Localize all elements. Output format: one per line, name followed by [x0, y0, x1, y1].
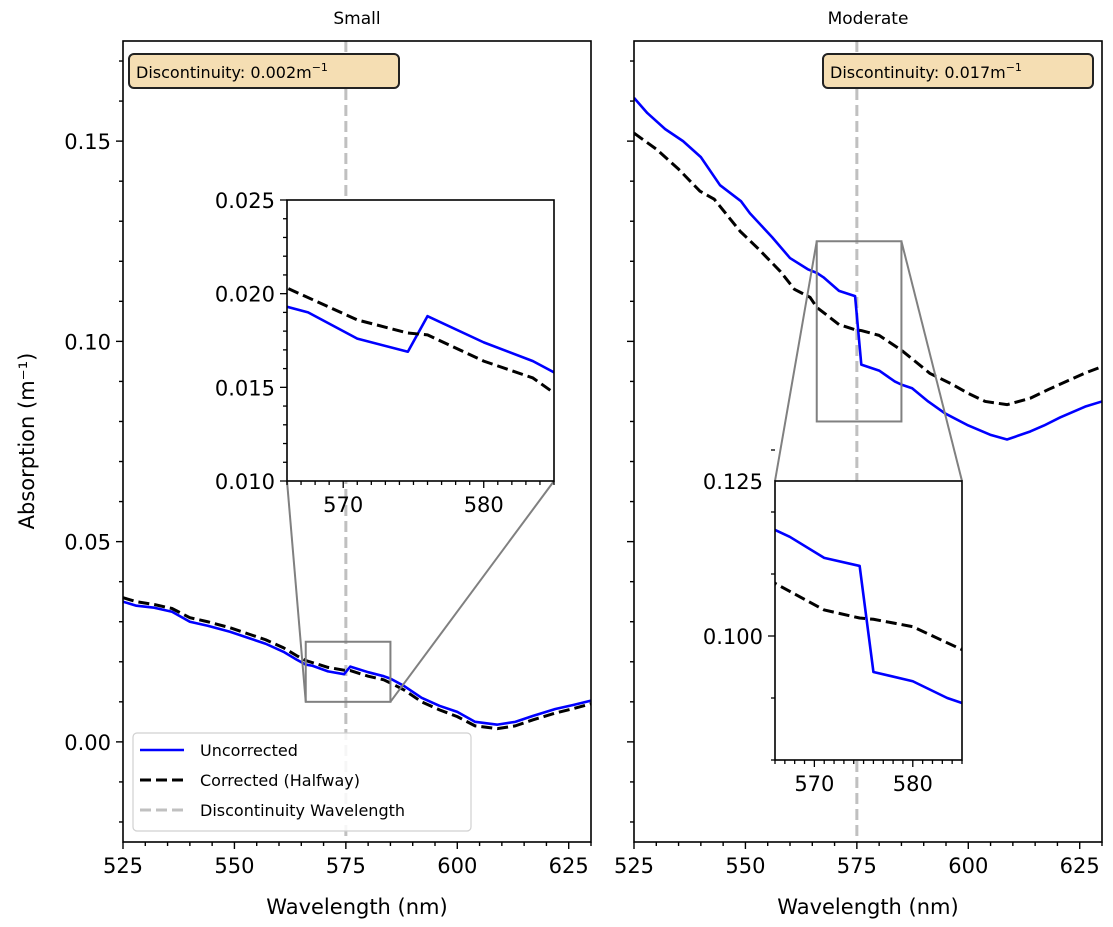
inset-y-tick-label: 0.025	[215, 189, 275, 213]
corrected-line-inset	[775, 581, 962, 652]
y-tick-label: 0.15	[64, 130, 111, 154]
x-tick-label: 575	[326, 854, 366, 878]
corrected-line	[634, 131, 1102, 407]
uncorrected-line-inset	[775, 528, 962, 705]
y-tick-label: 0.05	[64, 531, 111, 555]
corrected-line	[123, 596, 591, 731]
x-tick-label: 600	[437, 854, 477, 878]
x-tick-label: 550	[725, 854, 765, 878]
annotation-box	[822, 53, 1094, 89]
y-axis-label: Absorption (m⁻¹)	[15, 353, 39, 530]
inset-background	[775, 481, 962, 760]
y-tick-label: 0.10	[64, 330, 111, 354]
axes-frame	[122, 40, 592, 843]
legend-item: Corrected (Halfway)	[140, 771, 360, 790]
annotation-box	[128, 53, 400, 89]
legend-label: Discontinuity Wavelength	[200, 801, 405, 820]
y-tick-label: 0.00	[64, 731, 111, 755]
inset-y-tick-label: 0.010	[215, 470, 275, 494]
inset-x-tick-label: 580	[893, 772, 933, 796]
legend: Uncorrected Corrected (Halfway) Discontinu…	[132, 732, 472, 832]
zoom-connector-line	[389, 480, 555, 703]
inset-y-tick-label: 0.015	[215, 376, 275, 400]
inset-y-tick-label: 0.125	[703, 470, 763, 494]
zoom-connector-line	[286, 480, 307, 702]
annotation-text: Discontinuity: 0.002m−1	[136, 61, 328, 82]
legend-box	[132, 732, 472, 832]
axes-frame	[633, 40, 1103, 843]
x-tick-label: 600	[948, 854, 988, 878]
inset-background	[287, 200, 554, 481]
x-tick-label: 525	[614, 854, 654, 878]
inset-y-tick-label: 0.020	[215, 283, 275, 307]
inset-y-tick-label: 0.100	[703, 625, 763, 649]
legend-label: Corrected (Halfway)	[200, 771, 360, 790]
x-axis-label: Wavelength (nm)	[777, 895, 958, 919]
uncorrected-line	[634, 97, 1102, 441]
legend-item: Uncorrected	[140, 741, 298, 760]
panel-title: Moderate	[828, 9, 909, 29]
zoom-connector-line	[774, 241, 818, 482]
legend-item: Discontinuity Wavelength	[140, 801, 405, 820]
legend-label: Uncorrected	[200, 741, 298, 760]
inset-frame	[286, 199, 555, 482]
uncorrected-line	[123, 600, 591, 726]
inset-frame	[774, 480, 963, 761]
discontinuity-annotation: Discontinuity: 0.017m−1	[822, 53, 1094, 89]
panel-moderate: Moderate Wavelength (nm) 525 550 575 600 625…	[614, 9, 1103, 919]
x-tick-label: 625	[549, 854, 589, 878]
inset-x-tick-label: 570	[794, 772, 834, 796]
x-tick-label: 575	[837, 854, 877, 878]
inset-axes: 570 580 0.010 0.015 0.020 0.025	[215, 189, 555, 517]
x-tick-label: 625	[1060, 854, 1100, 878]
discontinuity-annotation: Discontinuity: 0.002m−1	[128, 53, 400, 89]
zoom-region-box	[304, 640, 392, 703]
x-tick-label: 525	[103, 854, 143, 878]
corrected-line-inset	[287, 286, 554, 395]
inset-x-tick-label: 570	[323, 493, 363, 517]
inset-x-tick-label: 580	[464, 493, 504, 517]
zoom-region-box	[815, 240, 903, 423]
inset-axes: 570 580 0.100 0.125	[703, 449, 963, 796]
x-tick-label: 550	[214, 854, 254, 878]
x-axis-label: Wavelength (nm)	[266, 895, 447, 919]
zoom-connector-line	[900, 241, 963, 482]
panel-title: Small	[333, 9, 380, 29]
annotation-text: Discontinuity: 0.017m−1	[830, 61, 1022, 82]
